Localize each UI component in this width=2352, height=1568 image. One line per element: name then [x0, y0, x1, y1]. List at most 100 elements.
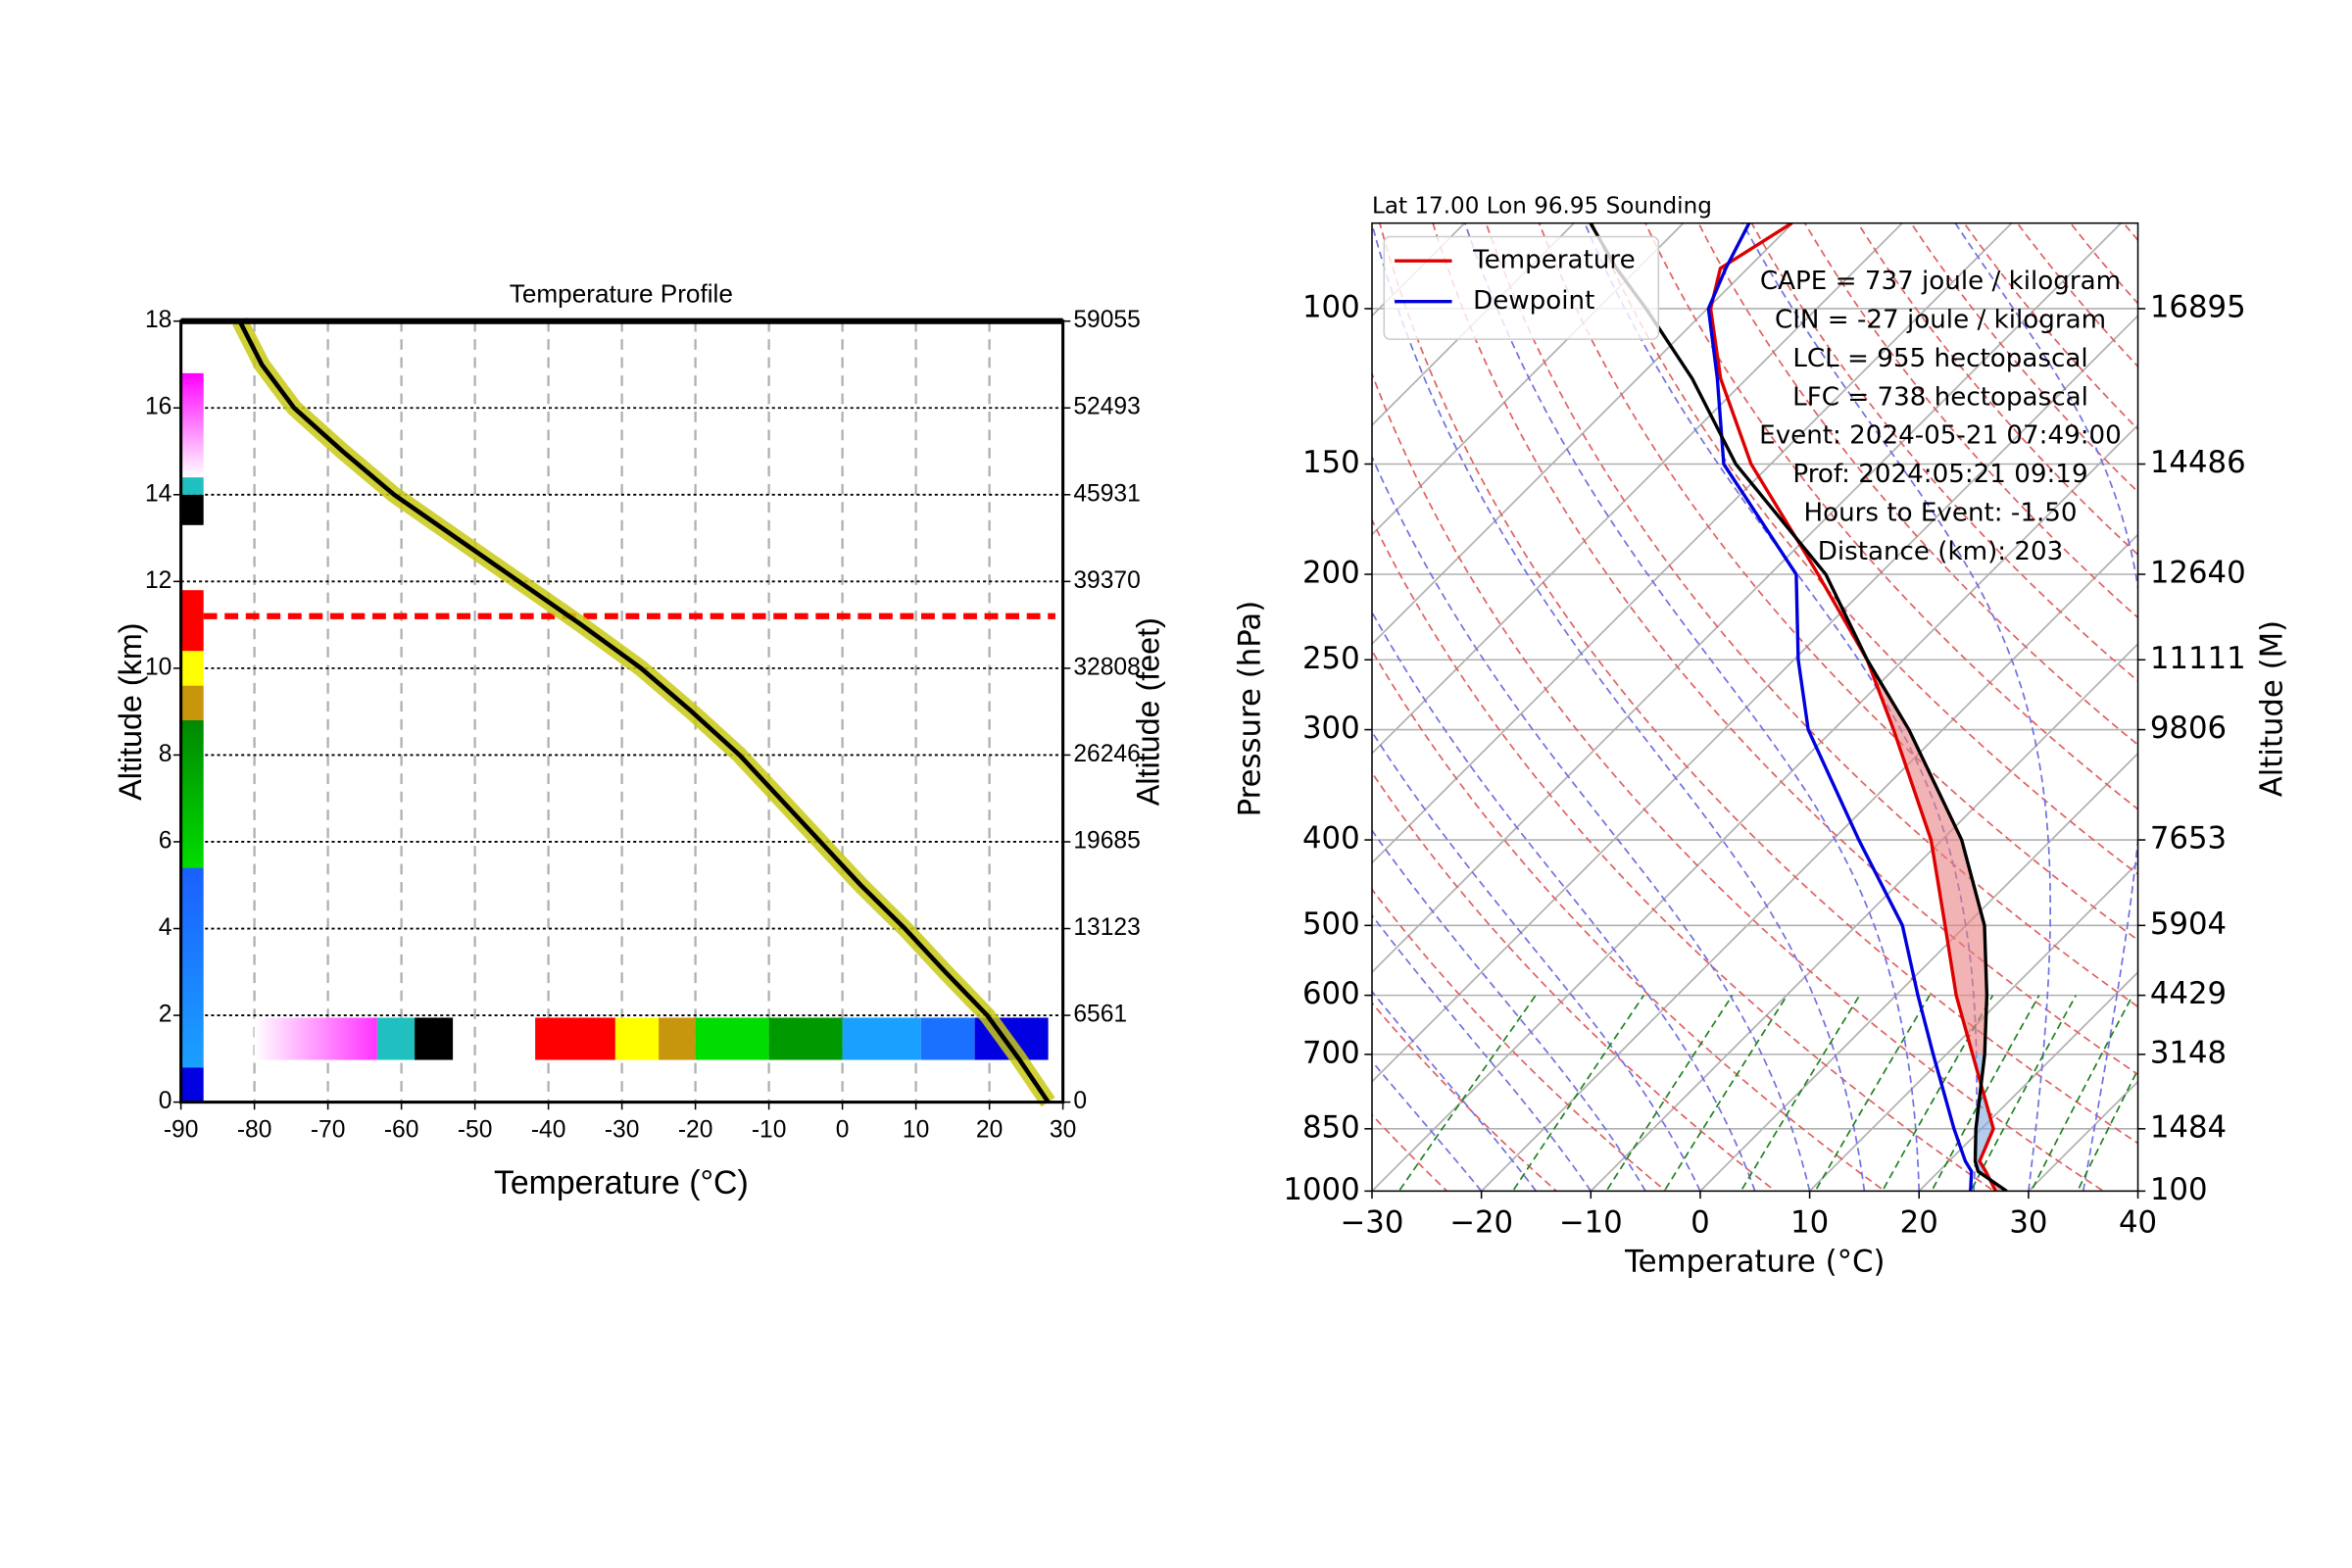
mixing-ratio-line — [2030, 995, 2134, 1192]
temperature-profile-chart: Temperature Profile Temperature (°C) Alt… — [113, 278, 1165, 1201]
x-tick-label: -70 — [311, 1116, 346, 1143]
x-axis-label: Temperature (°C) — [494, 1164, 749, 1201]
chart-title: Temperature Profile — [510, 278, 733, 308]
grid-line — [1918, 970, 2138, 1192]
y-tick-label: 6 — [159, 827, 172, 854]
x-tick-label: 30 — [2009, 1205, 2047, 1241]
y-tick-label: 600 — [1302, 976, 1360, 1011]
mixing-ratio-line — [1740, 995, 1861, 1192]
x-tick-label: −20 — [1449, 1205, 1513, 1241]
isotherm — [1372, 222, 1794, 646]
y-tick-label: 12 — [145, 567, 172, 594]
y-tick-label: 8 — [159, 741, 172, 767]
grid-line — [1372, 423, 2138, 1192]
color-band — [180, 685, 204, 721]
color-band — [376, 1017, 416, 1060]
color-band — [180, 477, 204, 495]
y-tick-label: 2 — [159, 1002, 172, 1028]
moist-adiabat — [1372, 222, 1866, 1192]
x-tick-label: −10 — [1559, 1205, 1623, 1241]
x-tick-label: -90 — [164, 1116, 199, 1143]
mixing-ratio-line — [1881, 995, 1994, 1192]
y-tick-label: 10 — [145, 654, 172, 680]
y2-tick-label: 6561 — [1073, 1002, 1127, 1028]
y2-tick-label: 45931 — [1073, 480, 1140, 507]
y-tick-label: 1000 — [1283, 1172, 1359, 1207]
cape-shading — [1944, 925, 1987, 996]
x-tick-label: -80 — [237, 1116, 272, 1143]
color-band — [535, 1017, 615, 1060]
moist-adiabat — [1372, 828, 1646, 1192]
profile-line — [237, 319, 1051, 1103]
series-line — [1706, 222, 1974, 1192]
y-tick-label: 500 — [1302, 906, 1360, 942]
chart-title: Lat 17.00 Lon 96.95 Sounding — [1372, 193, 1712, 219]
y2-axis-label: Altitude (M) — [2255, 620, 2290, 797]
legend-label: Dewpoint — [1473, 286, 1594, 316]
annotation: LCL = 955 hectopascal — [1792, 344, 2087, 373]
ensemble-band — [232, 317, 1055, 1107]
y-tick-label: 0 — [159, 1088, 172, 1114]
annotation: CIN = -27 joule / kilogram — [1775, 306, 2106, 335]
x-tick-label: 30 — [1050, 1116, 1076, 1143]
color-band — [695, 1017, 769, 1060]
y2-tick-label: 0 — [1073, 1088, 1087, 1114]
y-tick-label: 300 — [1302, 710, 1360, 746]
y-tick-label: 700 — [1302, 1035, 1360, 1070]
series-line — [1708, 222, 1997, 1192]
y2-tick-label: 1484 — [2150, 1109, 2227, 1145]
x-tick-label: 20 — [1900, 1205, 1938, 1241]
dry-adiabat — [1750, 222, 2138, 683]
mixing-ratio-line — [1663, 995, 1788, 1192]
y2-tick-label: 59055 — [1073, 307, 1140, 333]
y-tick-label: 100 — [1302, 289, 1360, 324]
grid-line — [1481, 533, 2138, 1192]
x-tick-label: -20 — [678, 1116, 713, 1143]
dry-adiabat — [1372, 770, 1777, 1192]
y-axis-label: Altitude (km) — [113, 623, 148, 801]
dry-adiabat — [1372, 371, 2105, 1192]
y-tick-label: 200 — [1302, 556, 1360, 591]
x-tick-label: -10 — [752, 1116, 787, 1143]
color-band — [415, 1017, 454, 1060]
y2-tick-label: 39370 — [1073, 567, 1140, 594]
background-lines — [1372, 222, 2352, 1210]
mixing-ratio-line — [2076, 1067, 2138, 1192]
y-tick-label: 18 — [145, 307, 172, 333]
x-tick-label: 10 — [903, 1116, 929, 1143]
annotation: Distance (km): 203 — [1818, 537, 2064, 566]
dry-adiabat — [1372, 888, 1668, 1192]
grid-line — [1699, 752, 2138, 1192]
cape-shading — [1956, 995, 1987, 1054]
isotherm — [1372, 222, 1575, 427]
y2-tick-label: 11111 — [2150, 641, 2246, 676]
moist-adiabat — [1954, 222, 2138, 1192]
annotation: LFC = 738 hectopascal — [1792, 382, 2088, 412]
y2-tick-label: 19685 — [1073, 827, 1140, 854]
dry-adiabat — [1592, 222, 2138, 876]
y-tick-label: 250 — [1302, 641, 1360, 676]
y2-tick-label: 14486 — [2150, 445, 2246, 480]
dry-adiabat — [1372, 649, 1886, 1192]
dry-adiabat — [2230, 223, 2352, 1210]
isotherm — [1372, 222, 1903, 755]
y2-tick-label: 32808 — [1073, 654, 1140, 680]
color-band — [180, 1067, 204, 1102]
y-axis-label: Pressure (hPa) — [1232, 601, 1267, 817]
dry-adiabat — [1857, 222, 2138, 557]
annotation: Hours to Event: -1.50 — [1803, 499, 2077, 528]
dry-adiabat — [1485, 222, 2138, 1008]
cape-shading — [1931, 840, 1984, 926]
y2-axis-label: Altitude (feet) — [1130, 617, 1165, 806]
y2-tick-label: 12640 — [2150, 556, 2246, 591]
moist-adiabat — [1372, 913, 1592, 1192]
dry-adiabat — [1538, 222, 2138, 942]
color-band — [614, 1017, 660, 1060]
x-tick-label: 20 — [976, 1116, 1003, 1143]
x-tick-label: -40 — [531, 1116, 566, 1143]
color-band — [180, 651, 204, 686]
y2-tick-label: 9806 — [2150, 710, 2227, 746]
y2-tick-label: 5904 — [2150, 906, 2227, 942]
moist-adiabat — [1372, 610, 1756, 1192]
color-band — [842, 1017, 921, 1060]
